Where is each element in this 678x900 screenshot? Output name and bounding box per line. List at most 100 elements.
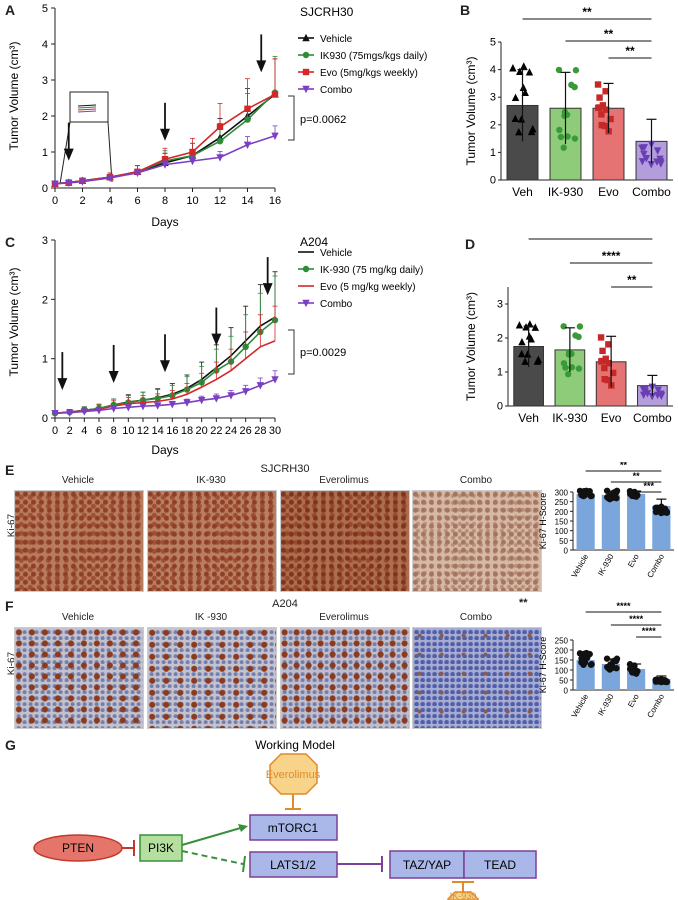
chart-c-xtick-label: 10	[122, 425, 134, 437]
chart-d-data-point	[560, 360, 568, 367]
chart-a-ytick-label: 2	[42, 111, 48, 123]
chart-d-data-point	[521, 357, 529, 365]
chart-b-data-point	[516, 67, 524, 75]
chart-a-point	[65, 179, 73, 188]
chart-c-xtick-label: 24	[225, 425, 237, 437]
chart-b-data-point	[598, 121, 605, 129]
chart-c-xtick-label: 20	[196, 425, 208, 437]
chart-e-ytick-label: 50	[559, 537, 568, 546]
chart-c-point	[65, 409, 74, 417]
chart-a-point	[216, 154, 224, 162]
chart-b-sig-label: **	[582, 5, 592, 19]
chart-c-series-3	[51, 370, 279, 418]
pi3k-to-lats-bar	[242, 855, 246, 873]
chart-c-point	[51, 410, 59, 418]
chart-e-bar	[576, 493, 595, 550]
chart-f-xtick-label: Vehicle	[570, 692, 591, 719]
chart-a-series-3	[51, 125, 279, 188]
everolimus-label: Everolimus	[266, 769, 321, 781]
chart-b-data-point	[596, 94, 603, 101]
chart-d-data-point	[605, 360, 612, 367]
chart-a-ytick-label: 1	[42, 147, 48, 159]
chart-c-point	[168, 401, 177, 409]
micrograph-e-vehicle	[14, 490, 144, 592]
chart-d-xtick-label: Evo	[601, 411, 622, 425]
chart-c-point	[212, 395, 221, 403]
chart-c-legend-label: Evo (5 mg/kg weekly)	[320, 282, 416, 293]
chart-c-point	[227, 392, 235, 400]
chart-b-data-point	[560, 144, 567, 151]
micrograph-e-combo	[412, 490, 542, 592]
chart-a-xtick-label: 8	[162, 195, 168, 207]
chart-b-data-point	[521, 88, 529, 96]
chart-d-data-point	[525, 332, 534, 340]
chart-a-legend-label: Evo (5mg/kgs weekly)	[320, 68, 418, 79]
chart-d-ytick-label: 1	[497, 367, 503, 379]
chart-a-point	[189, 148, 196, 156]
micrograph-e-title: SJCRH30	[260, 463, 310, 475]
chart-d-ytick-label: 2	[497, 333, 503, 345]
micrograph-f-title: A204	[272, 598, 298, 610]
pi3k-to-mtorc1-arrowhead	[238, 824, 248, 832]
micrograph-f-combo	[412, 627, 542, 729]
chart-f-data-point	[604, 663, 611, 671]
chart-b-ytick-label: 3	[490, 92, 496, 104]
chart-a-inset	[59, 91, 113, 185]
micrograph-f-stray-mark: **	[519, 597, 528, 609]
chart-c-xtick-label: 12	[137, 425, 149, 437]
chart-a-xtick-label: 0	[52, 195, 58, 207]
chart-b-data-point	[640, 144, 648, 152]
chart-a-ytick-label: 0	[42, 183, 48, 195]
chart-d-data-point	[597, 334, 605, 341]
chart-d-data-point	[601, 375, 608, 383]
chart-b-ytick-label: 2	[490, 119, 496, 131]
chart-b-ytick-label: 0	[490, 175, 496, 187]
chart-e-ytick-label: 300	[555, 489, 569, 498]
chart-a-legend-marker	[302, 85, 310, 94]
chart-f-ytick-label: 200	[555, 647, 569, 656]
chart-f-xtick-label: Combo	[645, 692, 666, 719]
chart-b-data-point	[525, 68, 534, 76]
chart-a-legend-marker	[302, 51, 310, 59]
micrograph-e-label-3: Everolimus	[319, 475, 369, 486]
chart-b-data-point	[653, 147, 662, 155]
chart-d-ytick-label: 0	[497, 401, 503, 413]
lats-label: LATS1/2	[270, 858, 316, 872]
chart-e-data-point	[578, 490, 585, 497]
chart-b-data-point	[602, 106, 610, 113]
chart-a-dose-arrowhead	[63, 148, 74, 161]
chart-c-point	[124, 404, 133, 412]
chart-c-title: A204	[300, 235, 328, 249]
chart-b-data-point	[638, 158, 647, 166]
chart-f-data-point	[663, 678, 670, 685]
chart-c-xtick-label: 6	[96, 425, 102, 437]
chart-e-data-point	[628, 492, 636, 500]
chart-d-data-point	[656, 390, 665, 398]
chart-e-ylabel: Ki-67 H-Score	[538, 493, 548, 550]
chart-a-point	[244, 105, 251, 112]
chart-c-point	[241, 388, 250, 396]
chart-d-data-point	[576, 323, 584, 330]
chart-f-ytick-label: 250	[555, 637, 569, 646]
chart-b-ylabel: Tumor Volume (cm³)	[464, 57, 478, 166]
ik930-node	[447, 891, 479, 900]
chart-b-data-point	[509, 64, 517, 72]
chart-d-xtick-label: Veh	[518, 411, 539, 425]
chart-a-legend-marker	[302, 33, 310, 42]
micrograph-e-label-4: Combo	[459, 475, 493, 486]
chart-b-data-point	[607, 115, 614, 123]
chart-b-data-point	[517, 115, 526, 123]
chart-d-data-point	[605, 341, 612, 348]
chart-c-series-line	[54, 340, 276, 415]
chart-f-data-point	[588, 661, 595, 668]
chart-a-xtick-label: 6	[134, 195, 140, 207]
micrograph-f-label-4: Combo	[459, 612, 493, 623]
chart-d-xtick-label: Combo	[633, 411, 672, 425]
chart-b-xtick-label: Combo	[632, 185, 671, 199]
chart-f-sig-label: ****	[642, 626, 657, 636]
chart-f-xtick-label: IK-930	[596, 692, 616, 717]
chart-c-point	[197, 397, 206, 405]
chart-a-xtick-label: 10	[186, 195, 198, 207]
chart-a-point	[271, 132, 279, 140]
